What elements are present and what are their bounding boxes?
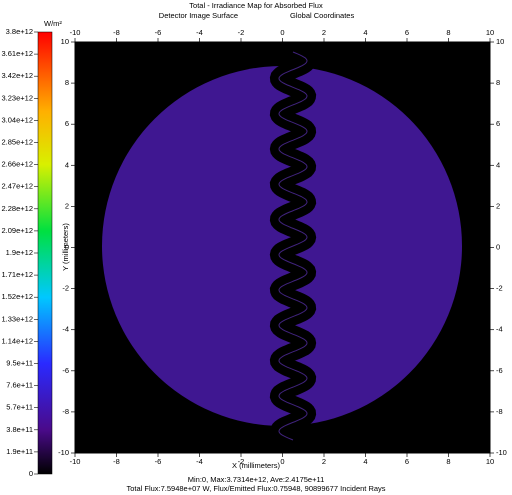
colorbar-tick-label: 7.6e+11 bbox=[6, 381, 33, 390]
colorbar-tick-label: 1.71e+12 bbox=[2, 270, 34, 279]
y-tick-label: 2 bbox=[496, 201, 500, 210]
colorbar-tick-label: 2.85e+12 bbox=[2, 137, 34, 146]
colorbar-tick-label: 3.42e+12 bbox=[2, 71, 34, 80]
x-tick-label: 4 bbox=[363, 457, 367, 466]
footer-line: Min:0, Max:3.7314e+12, Ave:2.4175e+11 bbox=[188, 475, 325, 484]
colorbar-tick-label: 5.7e+11 bbox=[6, 403, 33, 412]
y-tick-label: 6 bbox=[496, 119, 500, 128]
colorbar-tick-label: 2.09e+12 bbox=[2, 226, 34, 235]
y-tick-label: -4 bbox=[62, 325, 69, 334]
colorbar-tick-label: 3.8e+12 bbox=[6, 27, 33, 36]
x-tick-label: -6 bbox=[155, 457, 162, 466]
colorbar-tick-label: 1.14e+12 bbox=[2, 336, 34, 345]
y-axis-label: Y (millimeters) bbox=[61, 223, 70, 271]
chart-title: Total - Irradiance Map for Absorbed Flux bbox=[189, 1, 323, 10]
coordinates: Global Coordinates bbox=[290, 11, 354, 20]
x-tick-label: 4 bbox=[363, 28, 367, 37]
helix-edge bbox=[278, 51, 308, 441]
x-tick-label: -10 bbox=[70, 28, 81, 37]
footer-line: Total Flux:7.5948e+07 W, Flux/Emitted Fl… bbox=[126, 484, 385, 493]
colorbar-tick-label: 3.04e+12 bbox=[2, 115, 34, 124]
y-tick-label: 8 bbox=[496, 78, 500, 87]
x-tick-label: -4 bbox=[196, 457, 203, 466]
y-tick-label: 10 bbox=[61, 37, 69, 46]
colorbar-tick-label: 3.23e+12 bbox=[2, 93, 34, 102]
colorbar bbox=[37, 31, 53, 475]
y-tick-label: 0 bbox=[496, 242, 500, 251]
x-tick-label: -8 bbox=[113, 28, 120, 37]
irradiance-image bbox=[102, 43, 462, 449]
x-tick-label: 6 bbox=[405, 457, 409, 466]
y-tick-label: 10 bbox=[496, 37, 504, 46]
y-tick-label: 4 bbox=[65, 160, 69, 169]
y-tick-label: 2 bbox=[65, 201, 69, 210]
x-axis-label: X (millimeters) bbox=[232, 461, 280, 470]
x-tick-label: 0 bbox=[280, 28, 284, 37]
x-tick-label: 6 bbox=[405, 28, 409, 37]
x-tick-label: 2 bbox=[322, 28, 326, 37]
y-tick-label: 8 bbox=[65, 78, 69, 87]
x-tick-label: 8 bbox=[446, 28, 450, 37]
x-tick-label: -2 bbox=[238, 457, 245, 466]
colorbar-tick-label: 9.5e+11 bbox=[6, 358, 33, 367]
y-tick-label: -6 bbox=[496, 366, 503, 375]
y-tick-label: -4 bbox=[496, 325, 503, 334]
y-tick-label: -10 bbox=[58, 448, 69, 457]
x-tick-label: -10 bbox=[70, 457, 81, 466]
x-tick-label: 8 bbox=[446, 457, 450, 466]
chart-subtitle: Detector Image Surface bbox=[159, 11, 238, 20]
y-tick-label: -6 bbox=[62, 366, 69, 375]
colorbar-unit: W/m² bbox=[44, 19, 62, 28]
x-tick-label: 0 bbox=[280, 457, 284, 466]
x-tick-label: 10 bbox=[486, 457, 494, 466]
colorbar-tick-label: 1.9e+12 bbox=[6, 248, 33, 257]
colorbar-tick-label: 0 bbox=[29, 469, 33, 478]
x-tick-label: -2 bbox=[238, 28, 245, 37]
colorbar-tick-label: 2.28e+12 bbox=[2, 204, 34, 213]
colorbar-tick-label: 3.61e+12 bbox=[2, 49, 34, 58]
colorbar-tick-label: 1.52e+12 bbox=[2, 292, 34, 301]
y-tick-label: -10 bbox=[496, 448, 507, 457]
x-tick-label: -4 bbox=[196, 28, 203, 37]
colorbar-tick-label: 1.33e+12 bbox=[2, 314, 34, 323]
x-tick-label: 10 bbox=[486, 28, 494, 37]
x-tick-label: 2 bbox=[322, 457, 326, 466]
y-tick-label: -8 bbox=[62, 407, 69, 416]
y-tick-label: 0 bbox=[65, 242, 69, 251]
colorbar-tick-label: 3.8e+11 bbox=[6, 425, 33, 434]
x-tick-label: -6 bbox=[155, 28, 162, 37]
colorbar-tick-label: 2.66e+12 bbox=[2, 160, 34, 169]
y-tick-label: -2 bbox=[62, 284, 69, 293]
y-tick-label: 4 bbox=[496, 160, 500, 169]
colorbar-tick-label: 1.9e+11 bbox=[6, 447, 33, 456]
y-tick-label: -2 bbox=[496, 284, 503, 293]
colorbar-tick-label: 2.47e+12 bbox=[2, 182, 34, 191]
y-tick-label: -8 bbox=[496, 407, 503, 416]
y-tick-label: 6 bbox=[65, 119, 69, 128]
x-tick-label: -8 bbox=[113, 457, 120, 466]
